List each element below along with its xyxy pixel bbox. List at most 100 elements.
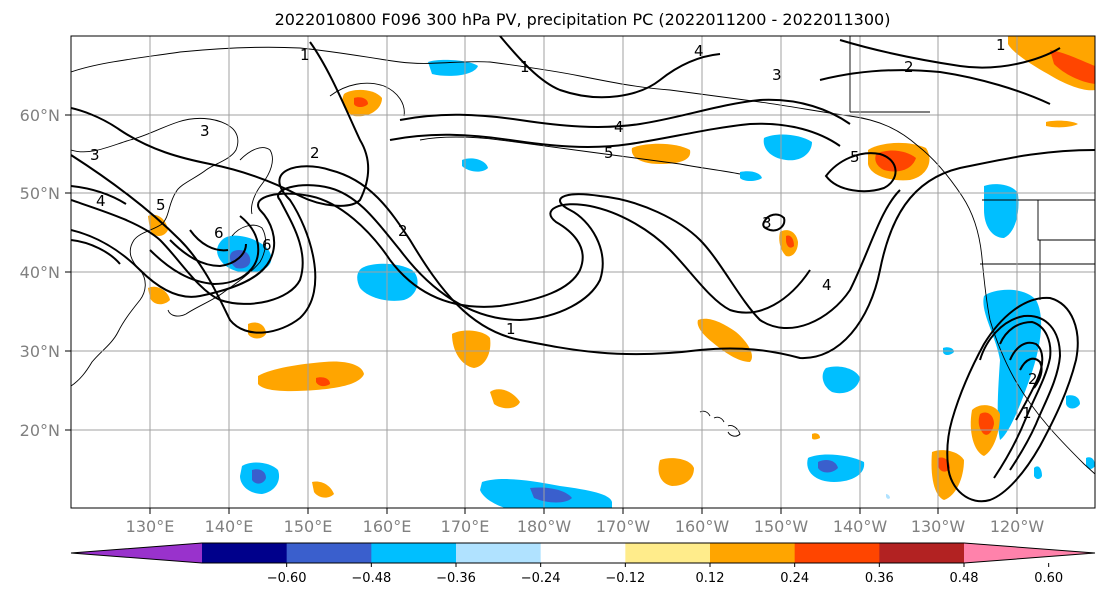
lon-label: 130°E (126, 517, 175, 536)
colorbar-segment (625, 543, 711, 563)
pv-contour (71, 149, 1095, 360)
precip-negative-area (1066, 395, 1080, 409)
colorbar-outline (70, 542, 1096, 564)
precip-positive-core (978, 412, 994, 435)
precip-negative-area (763, 134, 812, 161)
lon-label: 170°E (441, 517, 490, 536)
contour-label: 1 (520, 58, 530, 76)
pv-contour (189, 229, 229, 252)
lon-label: 120°W (990, 517, 1045, 536)
precip-positive-core (316, 377, 330, 387)
pv-contour (71, 185, 127, 205)
lat-label: 40°N (20, 263, 60, 282)
pv-contour (819, 69, 1051, 105)
colorbar-segment (710, 543, 796, 563)
colorbar-tick-label: 0.60 (1034, 571, 1063, 586)
pv-contour (762, 213, 786, 232)
contour-label: 1 (506, 320, 516, 338)
pv-contour (389, 122, 841, 148)
japan-coastline (167, 224, 267, 317)
precip-negative-area (1086, 457, 1095, 469)
precip-positive-area (886, 494, 890, 499)
precip-positive-area (148, 286, 170, 305)
precip-negative-area (462, 158, 488, 172)
precip-positive-area (452, 330, 491, 368)
precip-positive-area (490, 389, 520, 409)
precip-positive-area (312, 481, 334, 498)
lon-label: 130°W (911, 517, 966, 536)
lat-label: 60°N (20, 106, 60, 125)
contour-label: 4 (96, 192, 106, 210)
pv-contour (993, 320, 1052, 479)
precip-negative-core (252, 469, 266, 484)
precip-positive-core (786, 235, 794, 248)
lon-label: 140°E (205, 517, 254, 536)
contour-label: 2 (904, 58, 914, 76)
longitude-labels: 130°E 140°E 150°E 160°E 170°E 180°W 170°… (126, 517, 1045, 536)
precip-negative-area (822, 366, 860, 394)
pv-contour (824, 152, 897, 193)
hawaii-islands (699, 410, 741, 437)
pv-contour (149, 215, 260, 286)
contour-label: 2 (310, 144, 320, 162)
lat-label: 50°N (20, 184, 60, 203)
contour-label: 5 (850, 148, 860, 166)
contour-label: 5 (604, 144, 614, 162)
colorbar-tick-label: 0.36 (865, 571, 894, 586)
colorbar-extend-max (964, 543, 1095, 563)
asia-coastline (71, 117, 239, 387)
pv-contour (71, 41, 370, 207)
pv-contour (399, 98, 851, 128)
contour-label: 2 (1028, 370, 1038, 388)
colorbar-extend-min (71, 543, 202, 563)
alaska-coastline (71, 46, 983, 259)
colorbar-tick-label: −0.24 (521, 571, 561, 586)
lon-label: 160°E (363, 517, 412, 536)
colorbar-segment (456, 543, 542, 563)
state-border (1037, 200, 1095, 241)
pv-contours (71, 36, 1095, 503)
precip-negative-area (1034, 466, 1042, 479)
contour-label: 1 (996, 36, 1006, 54)
precip-positive-area (658, 458, 694, 486)
precip-positive-area (258, 361, 364, 392)
colorbar-segment (794, 543, 880, 563)
tick-marks (65, 114, 1018, 514)
aleutian-islands (419, 136, 741, 175)
contour-label: 4 (694, 42, 704, 60)
contour-label: 6 (214, 224, 224, 242)
colorbar-segment (371, 543, 457, 563)
precip-positive-area (631, 143, 691, 164)
coastlines (71, 36, 1095, 475)
lon-label: 150°E (284, 517, 333, 536)
contour-label: 2 (398, 222, 408, 240)
pv-contour (1019, 357, 1043, 389)
contour-label: 1 (300, 46, 310, 64)
colorbar-tick-label: −0.12 (605, 571, 645, 586)
contour-label: 4 (822, 276, 832, 294)
contour-label: 3 (90, 146, 100, 164)
colorbar: −0.60 −0.48 −0.36 −0.24 −0.12 0.12 0.24 0.36 0.4… (70, 542, 1096, 586)
colorbar-tick-label: −0.36 (436, 571, 476, 586)
precip-positive-area (248, 322, 266, 339)
colorbar-tick-label: −0.60 (267, 571, 307, 586)
precip-negative-area (984, 184, 1019, 238)
colorbar-tick-label: 0.12 (696, 571, 725, 586)
colorbar-segment (286, 543, 372, 563)
pv-contour (979, 314, 1062, 471)
pv-contour (169, 239, 247, 268)
precip-negative-core (530, 487, 572, 503)
lon-label: 150°W (754, 517, 809, 536)
contour-label: 1 (1022, 404, 1032, 422)
precip-positive-area (1046, 120, 1078, 128)
precip-negative-core (818, 460, 838, 473)
contour-labels: 1 1 1 1 1 2 2 2 2 3 3 3 3 4 4 4 4 5 5 5 … (90, 36, 1038, 422)
colorbar-tick-label: −0.48 (351, 571, 391, 586)
colorbar-tick-label: 0.24 (780, 571, 809, 586)
precip-positive-area (148, 214, 168, 236)
pv-contour (946, 296, 1079, 503)
colorbar-segment (540, 543, 626, 563)
contour-label: 3 (772, 66, 782, 84)
map-title: 2022010800 F096 300 hPa PV, precipitatio… (274, 10, 891, 29)
